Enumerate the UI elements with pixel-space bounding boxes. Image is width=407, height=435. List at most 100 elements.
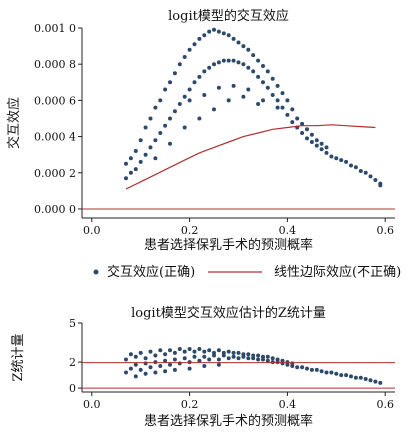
x-tick-label-0: 0.2 (181, 224, 199, 237)
y-tick-label-0: 0.000 4 (34, 131, 76, 144)
scatter-point-0 (192, 42, 197, 47)
scatter-point-0 (197, 74, 202, 79)
scatter-point-0 (314, 143, 319, 148)
scatter-point-1 (221, 350, 226, 355)
scatter-point-0 (216, 85, 221, 90)
scatter-point-0 (197, 116, 202, 121)
scatter-point-1 (236, 356, 241, 361)
scatter-point-0 (256, 74, 261, 79)
x-tick-label-0: 0.4 (279, 224, 297, 237)
scatter-point-0 (319, 141, 324, 146)
scatter-point-1 (168, 362, 172, 367)
scatter-point-1 (192, 354, 197, 359)
scatter-point-1 (344, 373, 349, 378)
y-axis-label-0: 交互效应 (6, 97, 22, 149)
scatter-point-0 (349, 163, 353, 168)
scatter-point-0 (241, 94, 246, 99)
scatter-point-1 (339, 373, 344, 378)
scatter-point-0 (285, 98, 290, 103)
scatter-point-1 (231, 354, 236, 359)
scatter-point-1 (246, 352, 251, 357)
scatter-point-1 (319, 369, 324, 374)
scatter-point-0 (251, 53, 256, 58)
scatter-point-0 (207, 29, 212, 34)
scatter-point-0 (241, 44, 246, 49)
scatter-point-1 (128, 366, 133, 371)
scatter-point-1 (241, 352, 246, 357)
scatter-point-0 (300, 121, 305, 126)
scatter-point-0 (124, 176, 128, 181)
x-tick-label-1: 0.6 (376, 398, 394, 411)
scatter-point-1 (202, 354, 207, 359)
scatter-point-1 (124, 357, 128, 362)
scatter-point-0 (305, 136, 309, 141)
scatter-point-0 (261, 98, 265, 103)
y-tick-label-1: 5 (69, 317, 76, 330)
y-tick-label-1: 0 (69, 382, 76, 395)
scatter-point-0 (309, 140, 314, 144)
y-axis-label-1: Z统计量 (11, 333, 26, 381)
scatter-point-1 (309, 367, 314, 372)
scatter-point-0 (177, 102, 182, 106)
scatter-point-0 (207, 65, 212, 70)
scatter-point-1 (138, 367, 143, 372)
legend-label-scatter: 交互效应(正确) (107, 264, 195, 280)
scatter-point-1 (275, 357, 280, 362)
scatter-point-0 (270, 76, 275, 81)
scatter-point-0 (168, 80, 172, 85)
scatter-point-1 (153, 370, 158, 375)
scatter-point-0 (265, 69, 270, 74)
scatter-point-0 (192, 80, 197, 85)
scatter-point-0 (182, 94, 187, 99)
scatter-point-0 (290, 107, 295, 112)
scatter-point-0 (212, 107, 216, 112)
scatter-point-1 (207, 348, 212, 353)
scatter-point-1 (324, 370, 329, 375)
scatter-point-1 (163, 358, 168, 363)
scatter-point-0 (168, 141, 172, 146)
scatter-point-1 (163, 369, 168, 374)
scatter-point-0 (231, 58, 236, 63)
scatter-point-1 (172, 367, 177, 372)
scatter-point-0 (275, 105, 280, 110)
scatter-point-1 (133, 354, 138, 359)
scatter-point-0 (163, 87, 168, 92)
scatter-point-1 (261, 354, 265, 359)
x-tick-label-0: 0.6 (376, 224, 394, 237)
y-tick-label-0: 0.000 6 (34, 94, 76, 107)
scatter-point-1 (197, 347, 202, 351)
x-tick-label-1: 0.0 (83, 398, 101, 411)
scatter-point-1 (368, 378, 373, 383)
y-tick-label-0: 0.000 0 (34, 203, 76, 216)
scatter-point-1 (226, 356, 231, 361)
scatter-point-1 (216, 362, 221, 367)
scatter-point-0 (226, 33, 231, 38)
scatter-point-1 (378, 380, 383, 385)
scatter-point-1 (128, 352, 133, 357)
scatter-point-0 (187, 98, 192, 103)
scatter-point-0 (187, 87, 192, 92)
scatter-point-1 (148, 349, 153, 354)
scatter-point-0 (236, 40, 241, 45)
x-tick-label-0: 0.0 (83, 224, 101, 237)
scatter-point-0 (275, 83, 280, 88)
scatter-point-0 (256, 58, 261, 63)
scatter-point-1 (187, 347, 192, 351)
scatter-point-0 (124, 161, 128, 166)
scatter-point-1 (236, 350, 241, 355)
scatter-point-0 (339, 158, 344, 163)
scatter-point-0 (148, 145, 153, 150)
scatter-point-0 (241, 62, 246, 67)
scatter-point-1 (212, 350, 216, 355)
scatter-point-0 (236, 60, 241, 65)
scatter-point-0 (226, 98, 231, 103)
scatter-point-0 (133, 167, 138, 172)
scatter-point-0 (163, 123, 168, 128)
scatter-point-0 (329, 154, 334, 159)
scatter-point-0 (295, 116, 300, 121)
scatter-point-1 (153, 353, 158, 358)
scatter-point-0 (265, 85, 270, 90)
scatter-point-1 (246, 356, 251, 361)
scatter-point-1 (256, 357, 261, 362)
scatter-point-0 (221, 58, 226, 63)
